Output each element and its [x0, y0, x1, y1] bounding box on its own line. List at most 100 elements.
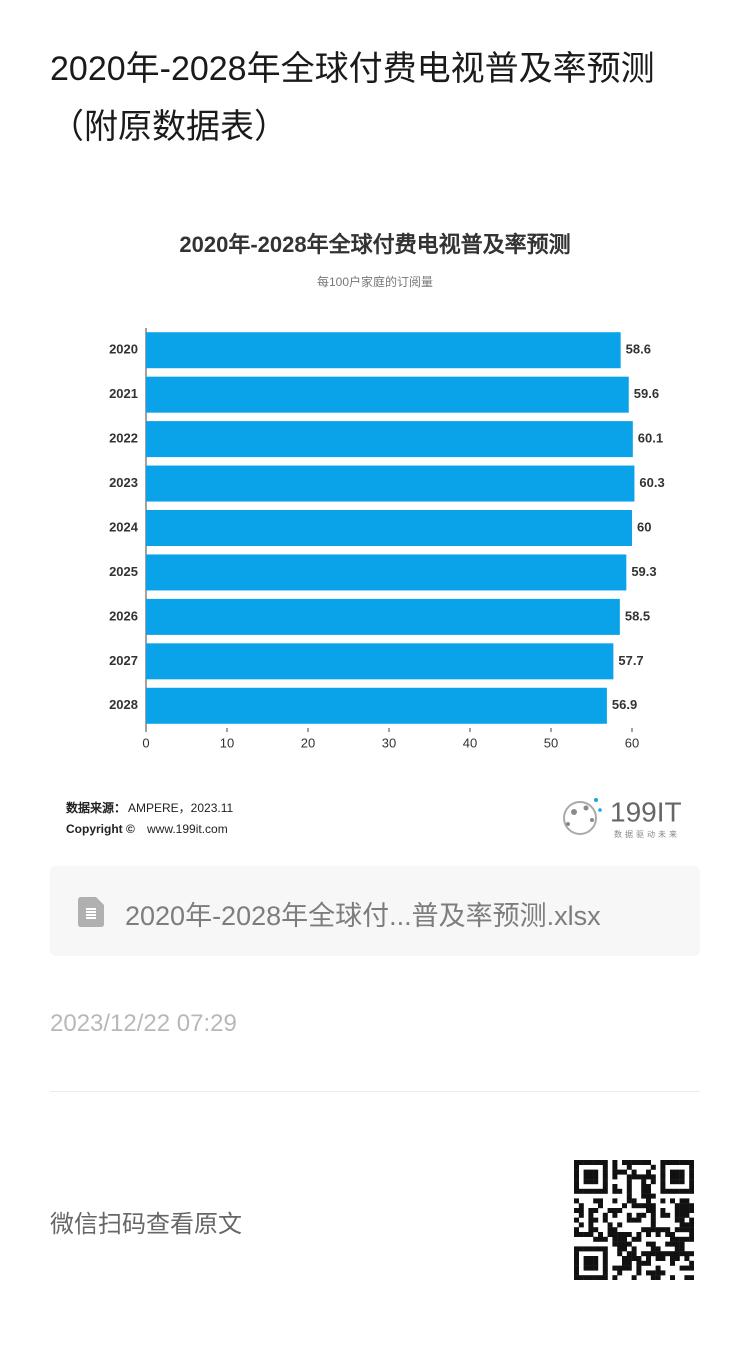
qr-module — [598, 1198, 603, 1204]
x-tick-label: 20 — [301, 735, 315, 750]
qr-module — [641, 1260, 647, 1266]
qr-module — [588, 1260, 594, 1266]
qr-module — [684, 1251, 690, 1257]
qr-module — [622, 1203, 627, 1209]
qr-module — [646, 1232, 651, 1237]
qr-module — [583, 1265, 589, 1271]
qr-module — [674, 1203, 680, 1209]
qr-module — [578, 1203, 584, 1209]
value-label: 58.5 — [625, 608, 650, 623]
qr-module — [626, 1232, 632, 1237]
qr-module — [670, 1236, 675, 1242]
logo-slogan: 数据驱动未来 — [614, 829, 680, 839]
qr-module — [689, 1203, 694, 1209]
qr-module — [602, 1265, 608, 1271]
qr-module — [631, 1251, 637, 1257]
qr-module — [617, 1265, 623, 1271]
qr-module — [626, 1241, 632, 1247]
logo: 199IT — [610, 796, 682, 827]
qr-module — [583, 1246, 589, 1252]
qr-module — [660, 1270, 666, 1276]
qr-module — [689, 1179, 694, 1185]
qr-module — [617, 1251, 623, 1257]
qr-module — [631, 1174, 637, 1180]
qr-module — [602, 1184, 608, 1189]
qr-module — [588, 1188, 594, 1194]
qr-module — [622, 1169, 627, 1175]
value-label: 56.9 — [612, 697, 637, 712]
qr-module — [626, 1174, 632, 1180]
x-tick-label: 50 — [544, 735, 558, 750]
qr-module — [679, 1217, 685, 1223]
qr-module — [655, 1275, 661, 1280]
qr-module — [622, 1236, 627, 1242]
qr-module — [583, 1160, 589, 1165]
x-tick-label: 30 — [382, 735, 396, 750]
value-label: 60.3 — [639, 475, 664, 490]
qr-module — [684, 1188, 690, 1194]
qr-module — [665, 1241, 671, 1247]
qr-module — [679, 1241, 685, 1247]
qr-module — [617, 1222, 623, 1228]
qr-module — [617, 1246, 623, 1252]
qr-module — [598, 1275, 603, 1280]
qr-module — [679, 1203, 685, 1209]
qr-module — [670, 1198, 675, 1204]
qr-module — [612, 1208, 618, 1213]
qr-module — [612, 1164, 618, 1170]
qr-module — [602, 1160, 608, 1165]
qr-module — [655, 1227, 661, 1233]
qr-module — [607, 1232, 613, 1237]
qr-module — [646, 1174, 651, 1180]
qr-module — [689, 1160, 694, 1165]
qr-module — [598, 1203, 603, 1209]
copyright: www.199it.com — [146, 822, 228, 836]
qr-module — [626, 1217, 632, 1223]
qr-module — [650, 1208, 656, 1213]
qr-module — [574, 1256, 579, 1261]
qr-module — [593, 1236, 599, 1242]
qr-module — [626, 1193, 632, 1199]
qr-module — [578, 1232, 584, 1237]
qr-module — [617, 1236, 623, 1242]
qr-module — [660, 1179, 666, 1185]
qr-module — [646, 1169, 651, 1175]
qr-module — [650, 1193, 656, 1199]
qr-module — [674, 1256, 680, 1261]
qr-module — [665, 1232, 671, 1237]
qr-module — [689, 1222, 694, 1228]
attachment[interactable]: 2020年-2028年全球付...普及率预测.xlsx — [50, 866, 700, 956]
qr-module — [617, 1169, 623, 1175]
qr-module — [602, 1275, 608, 1280]
qr-module — [660, 1212, 666, 1218]
qr-module — [602, 1174, 608, 1180]
bar — [146, 554, 627, 591]
qr-module — [598, 1188, 603, 1194]
qr-module — [631, 1203, 637, 1209]
qr-module — [660, 1208, 666, 1213]
bar — [146, 510, 632, 546]
qr-module — [583, 1275, 589, 1280]
qr-module — [674, 1179, 680, 1185]
qr-module — [636, 1270, 642, 1276]
qr-module — [574, 1160, 579, 1165]
qr-module — [684, 1203, 690, 1209]
qr-module — [626, 1160, 632, 1165]
qr-module — [583, 1174, 589, 1180]
qr-module — [679, 1265, 685, 1271]
qr-module — [655, 1256, 661, 1261]
qr-module — [641, 1179, 647, 1185]
article-title: 2020年-2028年全球付费电视普及率预测（附原数据表） — [50, 50, 655, 146]
qr-module — [636, 1203, 642, 1209]
qr-module — [612, 1265, 618, 1271]
qr-module — [679, 1246, 685, 1252]
qr-code[interactable] — [574, 1160, 694, 1280]
category-label: 2025 — [109, 564, 138, 579]
qr-module — [574, 1188, 579, 1194]
qr-module — [607, 1208, 613, 1213]
value-label: 59.6 — [634, 386, 659, 401]
qr-module — [626, 1184, 632, 1189]
qr-module — [641, 1160, 647, 1165]
qr-module — [583, 1179, 589, 1185]
